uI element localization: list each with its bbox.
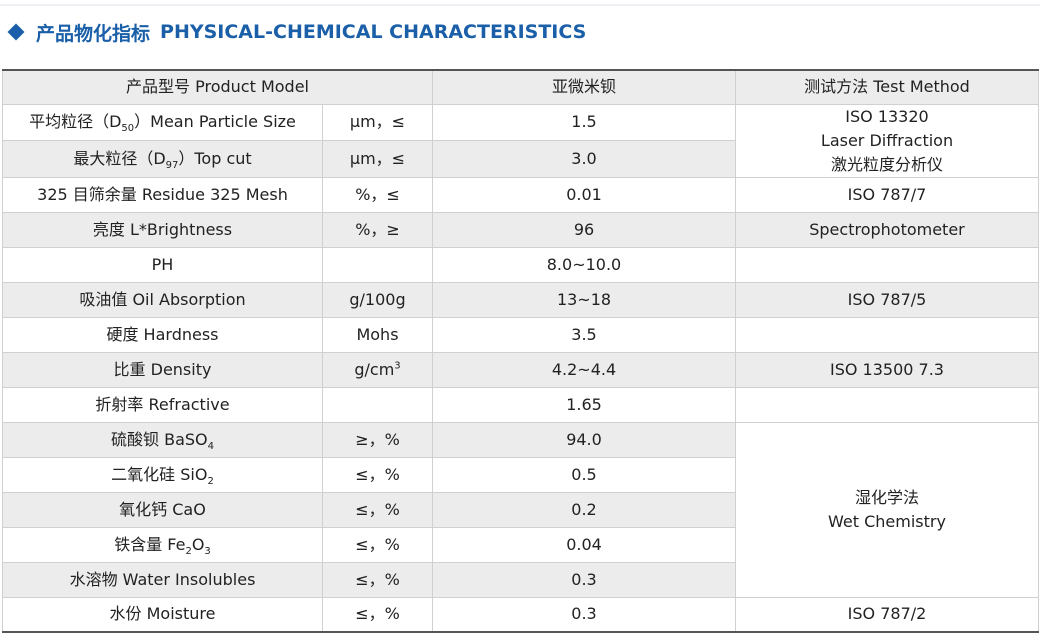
row-unit: μm，≤ — [322, 103, 433, 141]
row-value: 4.2~4.4 — [432, 351, 736, 388]
row-value: 96 — [432, 211, 736, 248]
table-row: 最大粒径（D97）Top cut μm，≤ 3.0 — [2, 140, 1039, 178]
row-method: Spectrophotometer — [735, 211, 1039, 248]
table-row: 硬度 Hardness Mohs 3.5 — [2, 316, 1039, 353]
row-label: 吸油值 Oil Absorption — [2, 281, 323, 318]
table-row: 比重 Density g/cm3 4.2~4.4 ISO 13500 7.3 — [2, 351, 1039, 388]
row-unit: g/100g — [322, 281, 433, 318]
table-row: 平均粒径（D50）Mean Particle Size μm，≤ 1.5 ISO… — [2, 103, 1039, 178]
table-header-row: 产品型号 Product Model 亚微米钡 测试方法 Test Method — [2, 69, 1039, 105]
row-unit: μm，≤ — [322, 140, 433, 178]
table-row: 325 目筛余量 Residue 325 Mesh %，≤ 0.01 ISO 7… — [2, 176, 1039, 213]
diamond-bullet-icon — [7, 23, 25, 41]
row-label: PH — [2, 246, 323, 283]
header-test-method: 测试方法 Test Method — [735, 69, 1039, 105]
section-title-en: PHYSICAL-CHEMICAL CHARACTERISTICS — [160, 21, 587, 43]
row-value: 0.3 — [432, 596, 736, 633]
row-value: 3.5 — [432, 316, 736, 353]
row-label: 铁含量 Fe2O3 — [2, 526, 323, 563]
row-value: 8.0~10.0 — [432, 246, 736, 283]
row-label: 硫酸钡 BaSO4 — [2, 421, 323, 458]
row-method — [735, 316, 1039, 353]
row-label: 325 目筛余量 Residue 325 Mesh — [2, 176, 323, 213]
method-laser-diffraction: ISO 13320 Laser Diffraction 激光粒度分析仪 — [735, 103, 1039, 178]
row-label: 氧化钙 CaO — [2, 491, 323, 528]
row-unit: Mohs — [322, 316, 433, 353]
section-header: 产品物化指标 PHYSICAL-CHEMICAL CHARACTERISTICS — [6, 18, 586, 46]
row-unit: ≤，% — [322, 456, 433, 493]
table-row: 硫酸钡 BaSO4 ≥，% 94.0 湿化学法 Wet Chemistry — [2, 421, 1039, 598]
row-label: 硬度 Hardness — [2, 316, 323, 353]
row-unit — [322, 246, 433, 283]
row-unit: ≤，% — [322, 561, 433, 598]
row-label: 亮度 L*Brightness — [2, 211, 323, 248]
row-unit: g/cm3 — [322, 351, 433, 388]
row-label: 二氧化硅 SiO2 — [2, 456, 323, 493]
row-value: 3.0 — [432, 140, 736, 178]
header-product-model: 产品型号 Product Model — [2, 69, 433, 105]
characteristics-table: 产品型号 Product Model 亚微米钡 测试方法 Test Method… — [2, 69, 1039, 633]
row-unit: ≤，% — [322, 526, 433, 563]
table-row: 水份 Moisture ≤，% 0.3 ISO 787/2 — [2, 596, 1039, 633]
row-method: ISO 787/2 — [735, 596, 1039, 633]
row-label: 最大粒径（D97）Top cut — [2, 140, 323, 178]
row-value: 1.65 — [432, 386, 736, 423]
row-value: 1.5 — [432, 103, 736, 141]
row-value: 0.3 — [432, 561, 736, 598]
row-method: ISO 787/5 — [735, 281, 1039, 318]
row-value: 0.01 — [432, 176, 736, 213]
row-value: 13~18 — [432, 281, 736, 318]
row-label: 水溶物 Water Insolubles — [2, 561, 323, 598]
header-product-name: 亚微米钡 — [432, 69, 736, 105]
row-value: 0.5 — [432, 456, 736, 493]
row-value: 0.04 — [432, 526, 736, 563]
table-row: 吸油值 Oil Absorption g/100g 13~18 ISO 787/… — [2, 281, 1039, 318]
table-row: 二氧化硅 SiO2 ≤，% 0.5 — [2, 456, 1039, 493]
table-row: 亮度 L*Brightness %，≥ 96 Spectrophotometer — [2, 211, 1039, 248]
row-unit: ≤，% — [322, 491, 433, 528]
table-row: 水溶物 Water Insolubles ≤，% 0.3 — [2, 561, 1039, 598]
row-label: 水份 Moisture — [2, 596, 323, 633]
row-method — [735, 386, 1039, 423]
row-value: 0.2 — [432, 491, 736, 528]
table-row: 折射率 Refractive 1.65 — [2, 386, 1039, 423]
section-title-cn: 产品物化指标 — [36, 22, 151, 45]
row-unit — [322, 386, 433, 423]
row-unit: %，≤ — [322, 176, 433, 213]
row-method: ISO 787/7 — [735, 176, 1039, 213]
row-value: 94.0 — [432, 421, 736, 458]
row-method — [735, 246, 1039, 283]
method-wet-chemistry: 湿化学法 Wet Chemistry — [735, 421, 1039, 598]
row-unit: ≥，% — [322, 421, 433, 458]
row-unit: %，≥ — [322, 211, 433, 248]
top-divider — [0, 4, 1040, 6]
table-row: PH 8.0~10.0 — [2, 246, 1039, 283]
row-label: 折射率 Refractive — [2, 386, 323, 423]
row-label: 比重 Density — [2, 351, 323, 388]
row-unit: ≤，% — [322, 596, 433, 633]
row-method: ISO 13500 7.3 — [735, 351, 1039, 388]
row-label: 平均粒径（D50）Mean Particle Size — [2, 103, 323, 141]
